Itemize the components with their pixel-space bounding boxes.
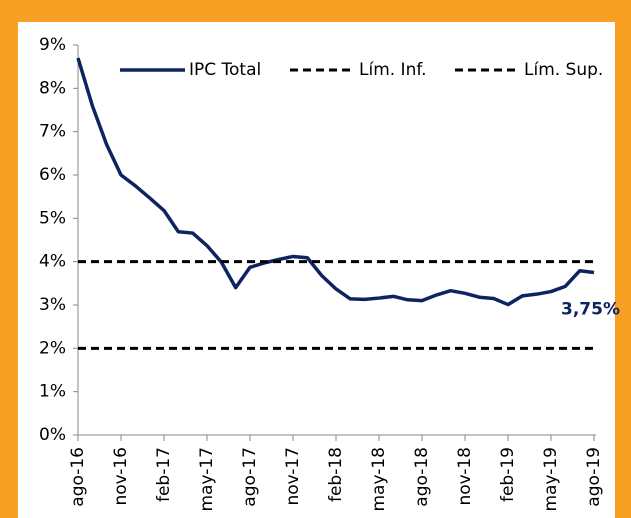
y-tick-label: 7% xyxy=(39,122,66,142)
x-tick-label: may-18 xyxy=(369,447,389,512)
legend-label: Lím. Inf. xyxy=(359,60,427,80)
x-tick-label: ago-18 xyxy=(412,447,432,507)
x-tick-label: nov-18 xyxy=(455,447,475,506)
x-tick-label: may-17 xyxy=(197,447,217,512)
legend-label: Lím. Sup. xyxy=(524,60,603,80)
y-tick-label: 3% xyxy=(39,295,66,315)
y-tick-label: 2% xyxy=(39,338,66,358)
x-tick-label: nov-17 xyxy=(283,447,303,506)
data-label: 3,75% xyxy=(561,300,620,320)
x-tick-label: feb-17 xyxy=(154,447,174,502)
y-tick-label: 1% xyxy=(39,382,66,402)
legend-label: IPC Total xyxy=(189,60,261,80)
x-tick-label: feb-19 xyxy=(498,447,518,502)
y-tick-label: 6% xyxy=(39,165,66,185)
series-line xyxy=(76,57,595,307)
x-tick-label: feb-18 xyxy=(326,447,346,502)
x-tick-label: ago-17 xyxy=(240,447,260,507)
x-tick-label: ago-16 xyxy=(68,447,88,507)
y-tick-label: 5% xyxy=(39,208,66,228)
y-tick-label: 0% xyxy=(39,425,66,445)
y-tick-label: 8% xyxy=(39,78,66,98)
y-tick-label: 9% xyxy=(39,35,66,55)
x-tick-label: may-19 xyxy=(541,447,561,512)
x-tick-label: ago-19 xyxy=(584,447,604,507)
x-tick-label: nov-16 xyxy=(111,447,131,506)
y-tick-label: 4% xyxy=(39,252,66,272)
